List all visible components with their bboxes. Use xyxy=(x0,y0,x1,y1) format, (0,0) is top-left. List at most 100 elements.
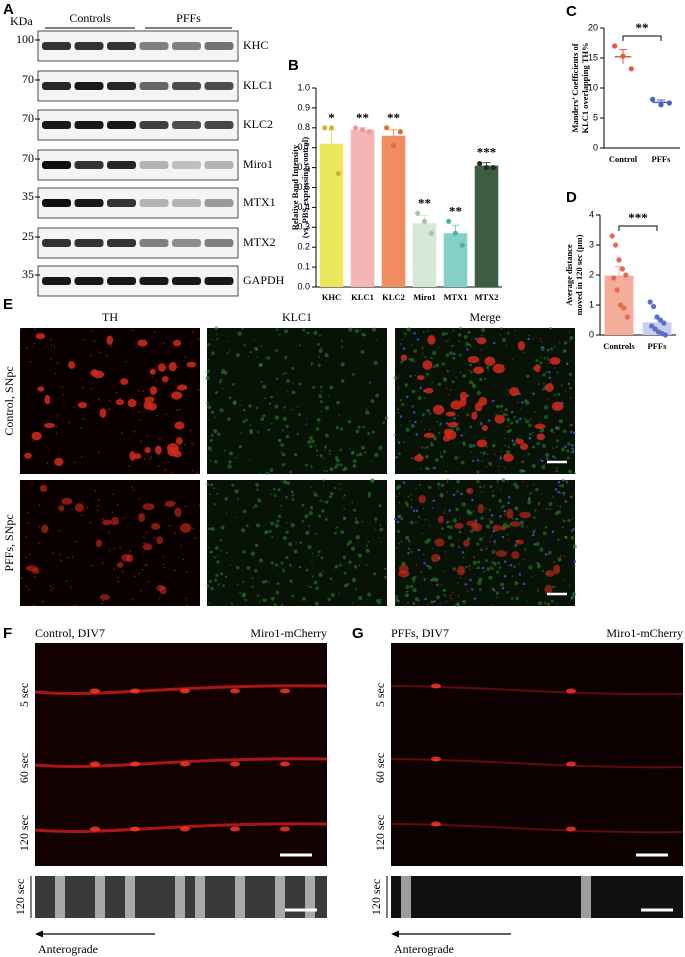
nucleus xyxy=(548,376,552,380)
klc1-signal xyxy=(318,514,322,518)
klc1-signal xyxy=(493,561,497,566)
th-fiber xyxy=(63,393,65,396)
th-fiber xyxy=(171,471,173,473)
klc1-signal xyxy=(216,333,218,336)
th-fiber xyxy=(536,588,539,590)
klc1-signal xyxy=(324,449,326,451)
th-fiber xyxy=(539,458,542,461)
nucleus xyxy=(414,420,417,424)
th-fiber xyxy=(414,374,416,376)
klc1-signal xyxy=(313,492,318,497)
nucleus xyxy=(532,533,535,537)
th-fiber xyxy=(494,543,497,545)
axon xyxy=(34,684,328,695)
klc1-signal xyxy=(373,572,377,576)
klc1-signal xyxy=(431,381,434,384)
th-fiber xyxy=(184,444,186,446)
th-fiber xyxy=(436,585,438,587)
klc1-signal xyxy=(550,599,554,603)
mitochondrion xyxy=(566,826,576,832)
klc1-signal xyxy=(486,567,491,571)
klc1-signal xyxy=(421,413,425,417)
klc1-signal xyxy=(486,445,488,448)
th-fiber xyxy=(139,419,141,422)
th-cell xyxy=(106,335,114,346)
nucleus xyxy=(469,578,472,582)
klc1-signal xyxy=(405,427,410,432)
klc1-signal xyxy=(353,508,357,512)
klc1-signal xyxy=(280,443,285,447)
nucleus xyxy=(464,583,467,586)
nucleus xyxy=(571,450,575,454)
klc1-signal xyxy=(358,595,363,601)
klc1-signal xyxy=(216,492,219,495)
klc1-signal xyxy=(553,345,556,348)
klc1-signal xyxy=(371,327,377,332)
th-fiber xyxy=(437,347,440,349)
klc1-signal xyxy=(378,537,380,539)
th-fiber xyxy=(57,415,59,417)
th-fiber xyxy=(485,507,487,510)
data-point xyxy=(654,314,660,320)
th-fiber xyxy=(140,440,142,442)
nucleus xyxy=(567,382,570,386)
klc1-signal xyxy=(278,439,281,442)
mitochondrion xyxy=(431,683,441,689)
klc1-signal xyxy=(241,528,246,533)
mitochondrion xyxy=(280,761,290,767)
th-fiber xyxy=(455,376,457,379)
th-fiber xyxy=(563,555,566,558)
klc1-signal xyxy=(291,498,295,501)
th-fiber xyxy=(38,526,40,528)
nucleus xyxy=(544,553,548,556)
klc1-signal xyxy=(236,583,239,586)
th-fiber xyxy=(19,346,21,348)
th-fiber xyxy=(198,504,201,507)
data-point xyxy=(611,275,617,281)
klc1-signal xyxy=(304,463,308,467)
klc1-signal xyxy=(414,596,419,601)
klc1-signal xyxy=(476,470,480,474)
klc1-signal xyxy=(412,602,416,606)
klc1-signal xyxy=(233,401,237,405)
th-fiber xyxy=(49,338,52,341)
klc1-signal xyxy=(405,535,410,540)
th-fiber xyxy=(492,490,494,493)
klc1-signal xyxy=(335,463,339,467)
data-point xyxy=(623,272,629,278)
nucleus xyxy=(562,491,565,495)
th-fiber xyxy=(134,575,136,577)
th-cell xyxy=(115,399,125,406)
klc1-signal xyxy=(312,552,314,554)
klc1-signal xyxy=(220,550,223,552)
klc1-signal xyxy=(329,577,333,580)
klc1-signal xyxy=(496,404,500,409)
nucleus xyxy=(474,337,478,341)
th-fiber xyxy=(156,415,158,417)
data-point xyxy=(619,266,626,272)
th-fiber xyxy=(560,555,562,557)
th-fiber xyxy=(472,510,475,512)
th-fiber xyxy=(439,602,441,604)
th-fiber xyxy=(467,590,469,593)
th-fiber xyxy=(49,586,52,588)
klc1-signal xyxy=(274,415,279,420)
mitochondrion xyxy=(90,761,100,767)
mitochondrion xyxy=(280,688,290,694)
th-fiber xyxy=(506,425,509,428)
th-fiber xyxy=(135,347,137,349)
klc1-signal xyxy=(471,459,475,463)
th-cell xyxy=(68,361,76,369)
klc1-signal xyxy=(424,356,427,359)
th-cell xyxy=(166,443,179,453)
th-cell xyxy=(174,421,185,430)
klc1-signal xyxy=(219,539,223,542)
klc1-signal xyxy=(280,603,284,607)
klc1-signal xyxy=(523,548,527,551)
th-fiber xyxy=(148,580,150,583)
th-fiber xyxy=(125,361,127,363)
th-fiber xyxy=(540,346,542,348)
th-fiber xyxy=(176,409,178,411)
klc1-signal xyxy=(258,472,260,474)
th-fiber xyxy=(446,491,449,493)
